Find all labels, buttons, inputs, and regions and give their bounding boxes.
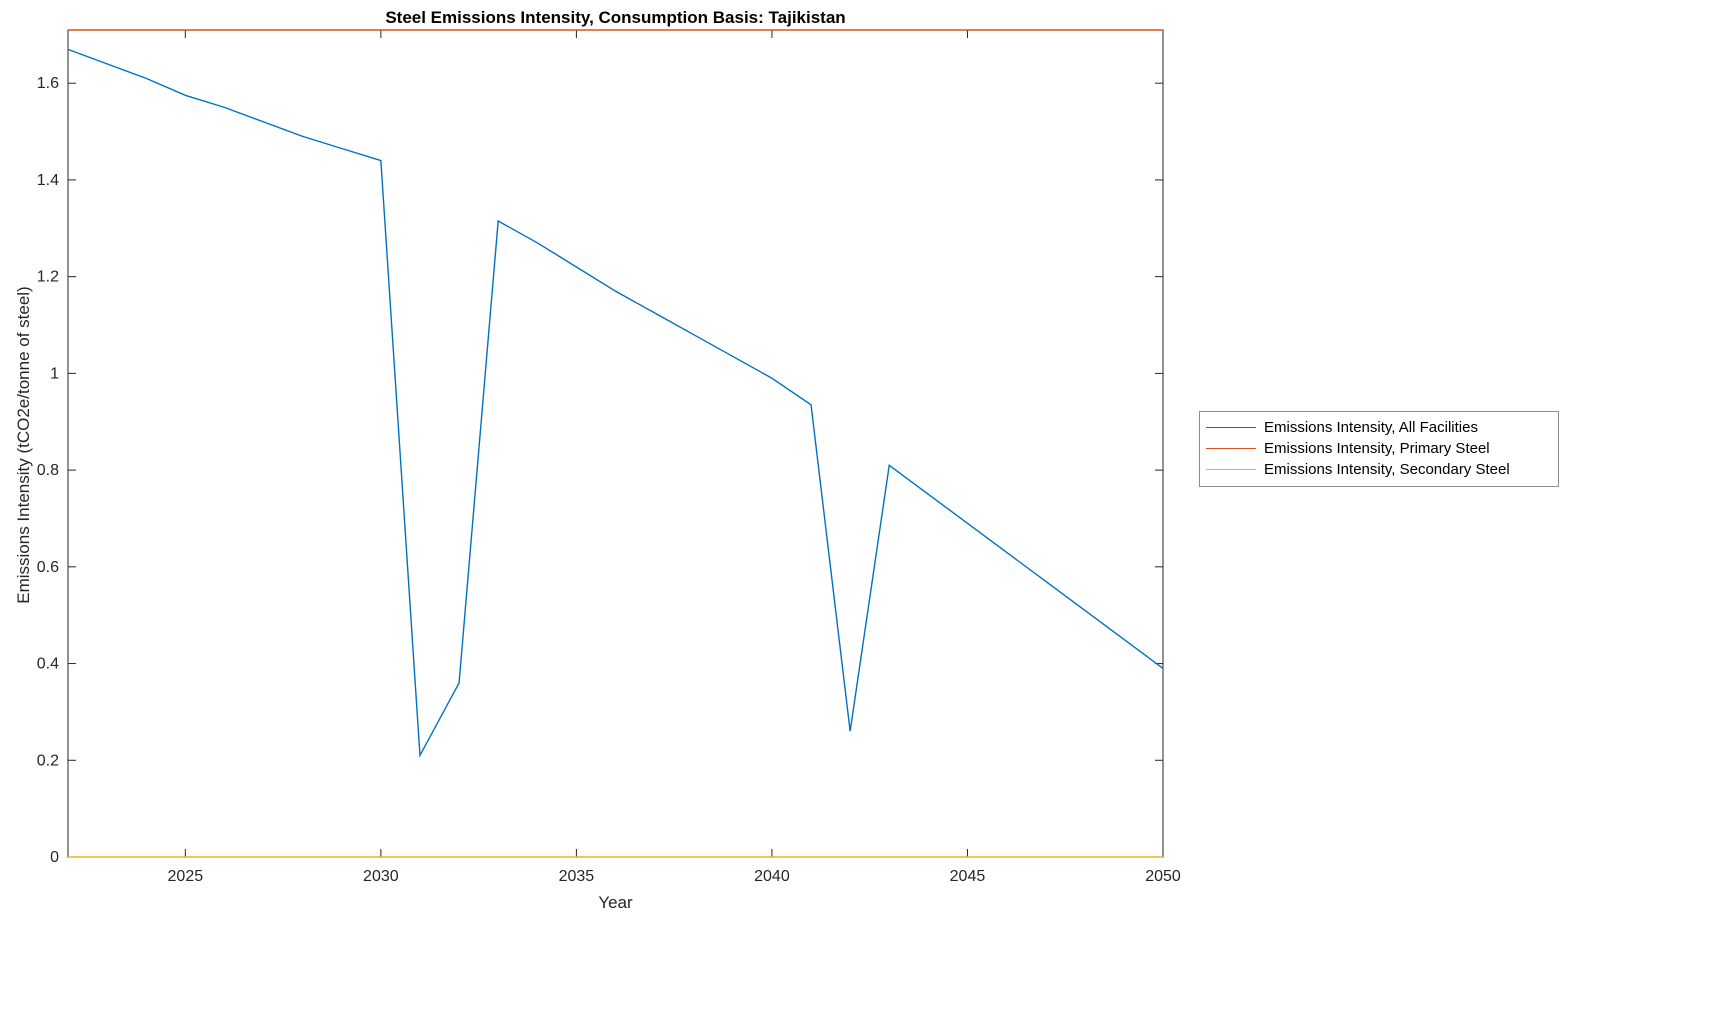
- y-tick-label: 0.8: [37, 462, 59, 479]
- x-tick-label: 2030: [363, 868, 399, 885]
- legend: Emissions Intensity, All Facilities Emis…: [1199, 411, 1559, 487]
- legend-item-primary-steel: Emissions Intensity, Primary Steel: [1206, 438, 1550, 459]
- x-tick-label: 2050: [1145, 868, 1181, 885]
- y-tick-label: 1.2: [37, 269, 59, 286]
- y-tick-label: 1.4: [37, 172, 59, 189]
- legend-label: Emissions Intensity, All Facilities: [1264, 419, 1478, 436]
- legend-label: Emissions Intensity, Primary Steel: [1264, 440, 1490, 457]
- legend-line-sample: [1206, 448, 1256, 449]
- legend-item-secondary-steel: Emissions Intensity, Secondary Steel: [1206, 459, 1550, 480]
- chart-title: Steel Emissions Intensity, Consumption B…: [385, 8, 846, 27]
- axes-box: [67, 29, 1164, 858]
- y-tick-label: 0.4: [37, 656, 59, 673]
- y-tick-label: 0.6: [37, 559, 59, 576]
- x-tick-label: 2045: [950, 868, 986, 885]
- legend-line-sample: [1206, 469, 1256, 470]
- legend-item-all-facilities: Emissions Intensity, All Facilities: [1206, 417, 1550, 438]
- legend-label: Emissions Intensity, Secondary Steel: [1264, 461, 1510, 478]
- x-tick-label: 2040: [754, 868, 790, 885]
- x-axis-label: Year: [598, 893, 633, 912]
- x-tick-label: 2035: [559, 868, 595, 885]
- y-tick-label: 1: [50, 365, 59, 382]
- y-tick-label: 0.2: [37, 752, 59, 769]
- y-tick-label: 0: [50, 849, 59, 866]
- y-tick-label: 1.6: [37, 75, 59, 92]
- legend-line-sample: [1206, 427, 1256, 428]
- y-axis-label: Emissions Intensity (tCO2e/tonne of stee…: [14, 286, 33, 604]
- x-tick-label: 2025: [168, 868, 204, 885]
- series-line-0: [67, 48, 1164, 758]
